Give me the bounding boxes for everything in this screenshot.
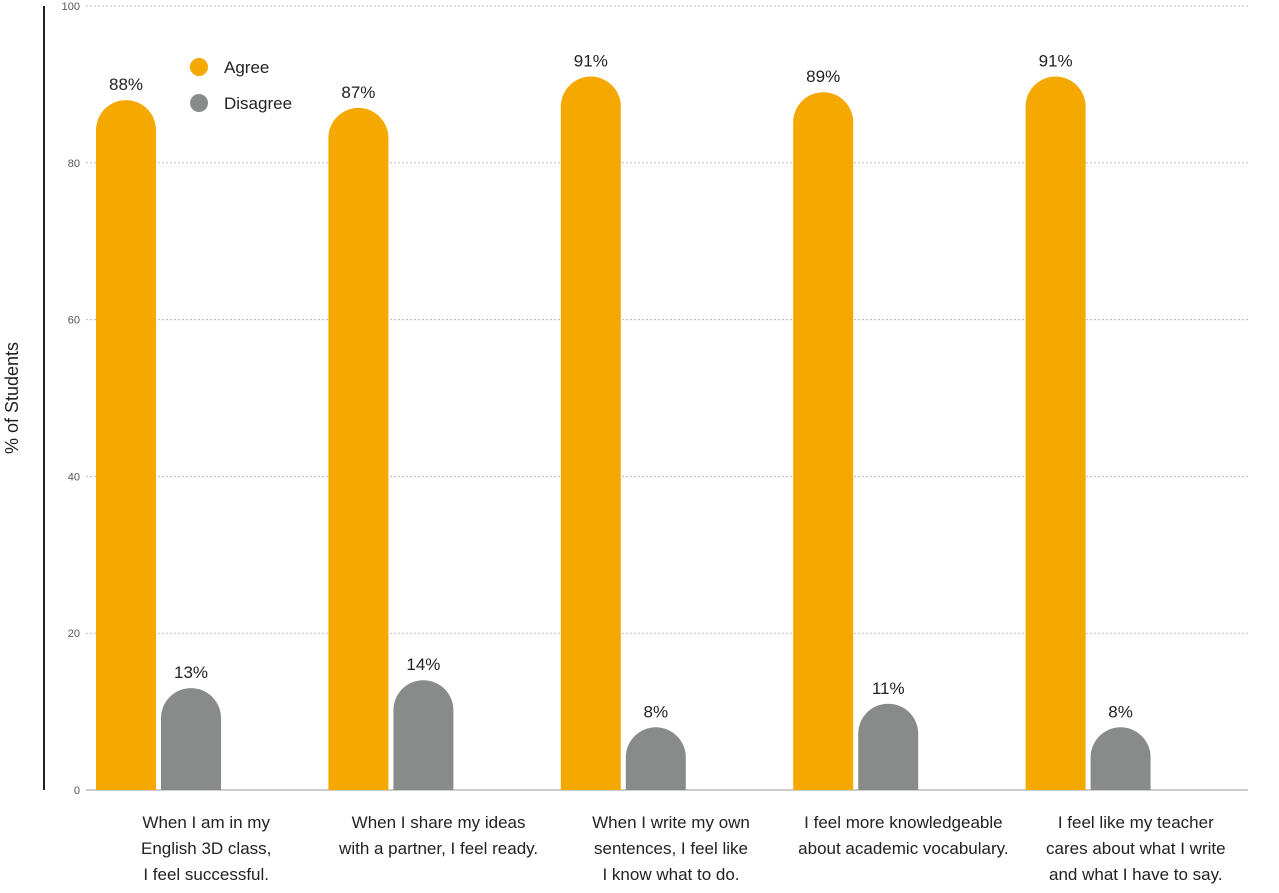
bar-agree-1: [96, 100, 156, 790]
y-tick-label: 80: [68, 158, 80, 170]
legend-disagree-swatch: [190, 94, 208, 112]
bars: 88% 13% 87% 14% 91% 8% 89% 11% 91% 8%: [96, 52, 1151, 791]
legend-agree-label: Agree: [224, 58, 269, 77]
bar-disagree-1: [161, 688, 221, 790]
data-label-disagree-4: 11%: [872, 679, 905, 698]
data-label-disagree-2: 14%: [406, 655, 440, 674]
category-label-3: When I write my own sentences, I feel li…: [592, 813, 750, 884]
legend-disagree-label: Disagree: [224, 94, 292, 113]
category-label-5: I feel like my teacher cares about what …: [1046, 813, 1226, 884]
data-label-disagree-5: 8%: [1108, 702, 1133, 721]
bar-agree-2: [328, 107, 389, 791]
bar-disagree-5: [1090, 727, 1151, 790]
legend: Agree Disagree: [190, 58, 292, 113]
y-axis-label: % of Students: [2, 342, 22, 454]
y-tick-label: 20: [68, 628, 80, 640]
y-tick-label: 100: [62, 1, 80, 13]
y-tick-label: 60: [68, 315, 80, 327]
y-tick-label: 0: [74, 785, 80, 797]
data-label-agree-4: 89%: [806, 67, 840, 86]
data-label-agree-5: 91%: [1039, 52, 1073, 71]
data-label-disagree-3: 8%: [644, 702, 669, 721]
y-axis-ticks: 0 20 40 60 80 100: [62, 1, 80, 797]
category-label-2: When I share my ideas with a partner, I …: [339, 813, 539, 858]
y-tick-label: 40: [68, 471, 80, 483]
bar-disagree-4: [858, 703, 919, 790]
legend-agree-swatch: [190, 58, 208, 76]
category-label-4: I feel more knowledgeable about academic…: [798, 813, 1009, 858]
data-label-agree-2: 87%: [341, 83, 375, 102]
data-label-disagree-1: 13%: [174, 663, 208, 682]
bar-agree-3: [560, 76, 621, 790]
bar-disagree-3: [625, 727, 686, 790]
bar-disagree-2: [393, 680, 454, 790]
bar-agree-4: [793, 92, 854, 791]
bar-agree-5: [1025, 76, 1086, 790]
data-label-agree-3: 91%: [574, 52, 608, 71]
category-label-1: When I am in my English 3D class, I feel…: [140, 813, 272, 884]
data-label-agree-1: 88%: [109, 75, 143, 94]
